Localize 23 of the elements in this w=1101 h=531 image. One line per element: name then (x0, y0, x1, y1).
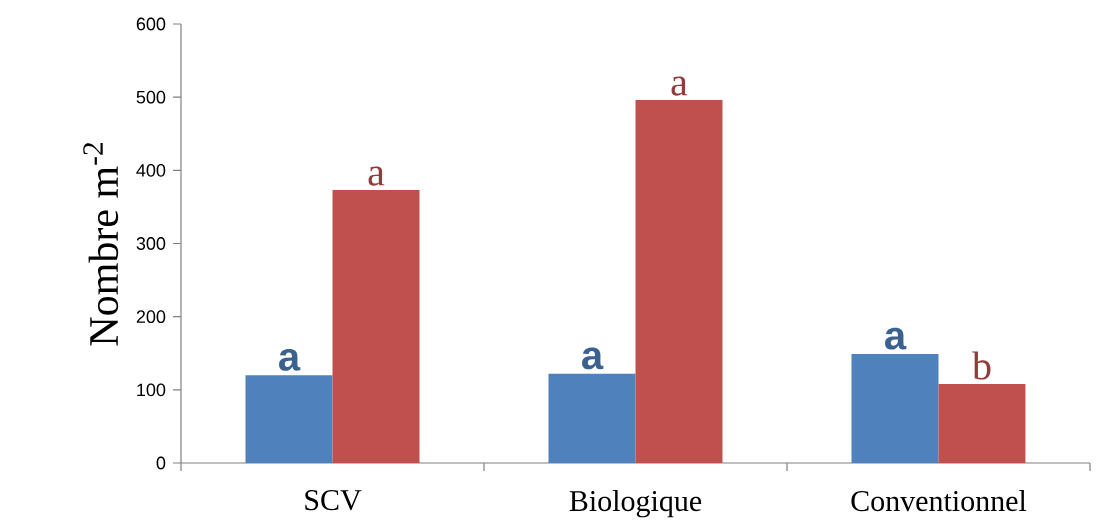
x-tick-label: SCV (305, 490, 362, 511)
annotation: a (885, 327, 907, 350)
annotation: a (582, 347, 604, 370)
bar (332, 190, 420, 463)
y-axis-title: Nombre m$^{-2}$ (83, 142, 119, 346)
y-tick-label: 200 (136, 310, 166, 324)
annotation: a (279, 348, 301, 371)
y-tick-label: 400 (136, 163, 166, 177)
y-tick-label: 500 (136, 90, 166, 104)
bar (635, 100, 723, 463)
y-tick-label: 300 (136, 237, 166, 250)
annotation: a (671, 76, 688, 96)
bar (938, 383, 1026, 463)
y-tick-label: 100 (137, 383, 166, 397)
x-tick-label: Conventionnel (851, 490, 1027, 512)
annotation: b (972, 351, 991, 380)
annotation: a (368, 166, 385, 186)
x-tick-label: Biologique (569, 490, 702, 518)
bar (245, 375, 333, 463)
bar (548, 373, 636, 463)
bar (851, 353, 939, 463)
y-tick-label: 0 (156, 456, 166, 470)
y-tick-label: 600 (136, 17, 166, 31)
